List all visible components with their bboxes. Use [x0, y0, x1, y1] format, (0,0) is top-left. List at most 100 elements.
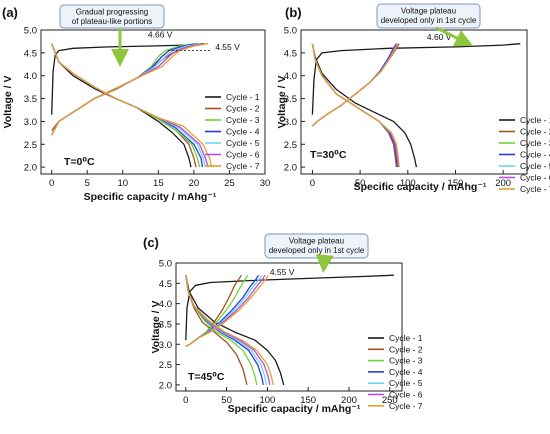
series-line-charge	[311, 43, 400, 127]
series-line-charge	[311, 43, 397, 127]
y-tick-label: 2.5	[24, 140, 37, 151]
legend-label: Cycle - 4	[389, 367, 423, 377]
legend-label: Cycle - 5	[520, 161, 550, 171]
x-tick-label: 200	[341, 395, 357, 406]
y-tick-label: 3.0	[284, 117, 297, 128]
legend-label: Cycle - 3	[520, 138, 550, 148]
x-axis-title: Specific capacity / mAhg⁻¹	[354, 181, 487, 193]
legend-label: Cycle - 1	[520, 115, 550, 125]
callout-text: developed only in 1st cycle	[269, 246, 365, 255]
x-tick-label: 10	[117, 178, 128, 189]
series-line-discharge	[185, 275, 264, 386]
chart-panel: 2.0 2.5 3.0 3.5 4.0 4.5 5.0 0 50 100 150 200 Specifi…	[276, 3, 550, 194]
panel-label: (b)	[285, 5, 302, 20]
legend-label: Cycle - 7	[389, 401, 423, 411]
x-tick-label: 50	[221, 395, 232, 406]
series-line-discharge	[51, 43, 192, 168]
callout-text: Voltage plateau	[401, 7, 456, 16]
voltage-annotation: 4.55 V	[270, 267, 295, 277]
x-axis-title: Specific capacity / mAhg⁻¹	[84, 191, 217, 203]
series-line-discharge	[185, 275, 274, 386]
y-axis-title: Voltage / V	[150, 301, 162, 354]
series-line-discharge	[311, 43, 400, 168]
callout-text: developed only in 1st cycle	[381, 16, 477, 25]
y-tick-label: 3.5	[284, 94, 297, 105]
series-line-discharge	[185, 275, 285, 386]
plot-frame	[40, 29, 266, 175]
series-line-charge	[51, 43, 204, 115]
legend-label: Cycle - 2	[520, 127, 550, 137]
x-tick-label: 250	[382, 395, 398, 406]
voltage-annotation: 4.66 V	[148, 29, 173, 39]
y-tick-label: 4.0	[24, 71, 37, 82]
legend-label: Cycle - 5	[226, 138, 260, 148]
chart-panel: 2.0 2.5 3.0 3.5 4.0 4.5 5.0 0 5 10 15 20 25 30 Specifi…	[2, 4, 270, 203]
x-tick-label: 200	[495, 178, 511, 189]
y-tick-label: 4.5	[159, 279, 172, 290]
legend-label: Cycle - 6	[226, 150, 260, 160]
panel-label: (c)	[143, 235, 159, 250]
y-tick-label: 3.5	[24, 94, 37, 105]
panel-label: (a)	[2, 5, 18, 20]
x-tick-label: 100	[259, 395, 275, 406]
series-line-charge	[51, 43, 198, 136]
y-tick-label: 2.5	[284, 140, 297, 151]
legend-label: Cycle - 7	[520, 184, 550, 194]
chart-panel: 2.0 2.5 3.0 3.5 4.0 4.5 5.0 0 50 100 150 200 250 Spec…	[143, 233, 423, 415]
legend-label: Cycle - 7	[226, 161, 260, 171]
series-line-discharge	[185, 275, 271, 386]
y-tick-label: 4.0	[284, 71, 297, 82]
x-tick-label: 20	[189, 178, 200, 189]
y-axis-title: Voltage / V	[276, 76, 288, 129]
series-line-charge	[311, 43, 398, 127]
y-tick-label: 2.0	[284, 163, 297, 174]
series-line-discharge	[51, 43, 201, 168]
x-tick-label: 0	[310, 178, 315, 189]
legend-label: Cycle - 4	[226, 127, 260, 137]
legend-label: Cycle - 3	[389, 356, 423, 366]
y-tick-label: 4.0	[159, 299, 172, 310]
y-tick-label: 4.5	[24, 48, 37, 59]
series-line-charge	[51, 43, 205, 136]
series-line-discharge	[51, 43, 204, 168]
y-tick-label: 2.5	[159, 360, 172, 371]
callout-box	[376, 3, 481, 29]
legend-label: Cycle - 1	[226, 92, 260, 102]
legend-label: Cycle - 3	[226, 115, 260, 125]
callout-text: Gradual progressing	[76, 8, 148, 17]
voltage-annotation: 4.55 V	[215, 42, 240, 52]
x-tick-label: 0	[183, 395, 188, 406]
legend-label: Cycle - 2	[226, 104, 260, 114]
y-tick-label: 2.0	[24, 163, 37, 174]
series-line-charge	[311, 43, 399, 127]
voltage-annotation: 4.60 V	[427, 32, 452, 42]
series-line-discharge	[51, 43, 206, 168]
series-line-charge	[185, 274, 394, 341]
legend-label: Cycle - 6	[520, 173, 550, 183]
series-line-discharge	[51, 43, 209, 168]
temperature-label: T=30⁰C	[310, 149, 347, 161]
y-tick-label: 3.0	[159, 340, 172, 351]
series-line-charge	[311, 43, 398, 127]
x-tick-label: 25	[224, 178, 235, 189]
temperature-label: T=45⁰C	[188, 371, 225, 383]
plot-frame	[300, 29, 528, 175]
x-tick-label: 100	[400, 178, 416, 189]
x-tick-label: 150	[300, 395, 316, 406]
x-axis-title: Specific capacity / mAhg⁻¹	[228, 403, 361, 415]
series-line-discharge	[311, 43, 418, 168]
y-tick-label: 5.0	[159, 259, 172, 270]
legend-label: Cycle - 4	[520, 150, 550, 160]
y-tick-label: 3.0	[24, 117, 37, 128]
y-tick-label: 2.0	[159, 380, 172, 391]
legend-label: Cycle - 1	[389, 333, 423, 343]
legend-label: Cycle - 2	[389, 344, 423, 354]
series-line-charge	[311, 43, 397, 127]
plot-frame	[175, 262, 403, 392]
x-tick-label: 15	[153, 178, 164, 189]
series-line-charge	[311, 43, 521, 115]
y-tick-label: 4.5	[284, 48, 297, 59]
series-line-charge	[51, 43, 205, 131]
temperature-label: T=0⁰C	[64, 156, 95, 168]
